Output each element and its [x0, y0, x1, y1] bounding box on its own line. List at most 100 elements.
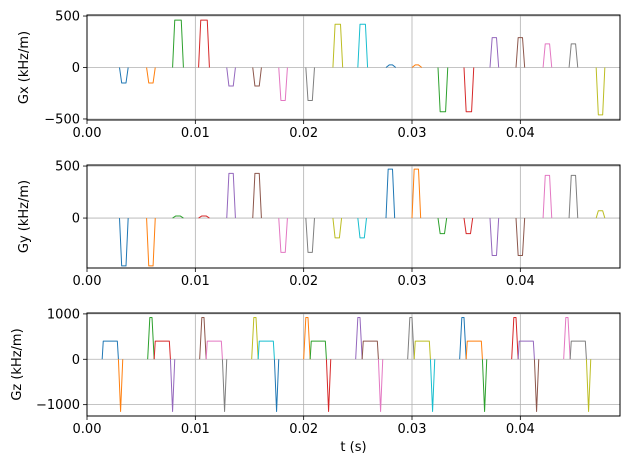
axes-frame	[86, 164, 621, 269]
x-tick-label: 0.04	[506, 274, 535, 289]
waveform-pulse-24	[511, 317, 519, 360]
waveform-pulse-17	[542, 174, 553, 219]
waveform-pulse-20	[429, 359, 436, 412]
x-tick-label: 0.01	[181, 422, 210, 437]
waveform-pulse-13	[309, 340, 327, 360]
y-axis-label: Gz (kHz/m)	[10, 328, 25, 400]
waveform-pulse-15	[489, 37, 500, 68]
waveform-pulse-2	[146, 67, 156, 84]
x-tick-label: 0.02	[289, 274, 318, 289]
waveform-pulse-16	[515, 218, 526, 257]
waveform-pulse-5	[169, 359, 176, 412]
waveform-pulse-19	[413, 340, 431, 360]
y-tick-label: 500	[55, 10, 80, 25]
waveform-pulse-12	[303, 317, 311, 360]
waveform-pulse-12	[411, 168, 422, 219]
waveform-pulse-14	[463, 217, 474, 235]
waveform-pulse-8	[305, 218, 315, 253]
waveform-pulse-16	[515, 37, 526, 68]
waveform-pulse-14	[463, 67, 475, 113]
y-tick-label: 0	[72, 353, 80, 368]
waveform-pulse-3	[172, 215, 184, 219]
x-tick-label: 0.02	[289, 126, 318, 141]
waveform-pulse-29	[585, 359, 592, 412]
waveform-pulse-12	[411, 64, 423, 68]
waveform-pulse-4	[198, 215, 210, 219]
waveform-pulse-1	[119, 218, 129, 267]
waveform-pulse-7	[278, 218, 288, 253]
waveform-pulse-26	[533, 359, 540, 412]
x-tick-label: 0.01	[181, 126, 210, 141]
y-tick-label: 500	[55, 160, 80, 175]
y-tick-label: −1000	[36, 398, 80, 413]
waveform-pulse-13	[437, 217, 448, 235]
waveform-pulse-8	[305, 67, 315, 101]
waveform-pulse-6	[252, 172, 262, 219]
x-tick-label: 0.01	[181, 274, 210, 289]
waveform-pulse-7	[205, 340, 223, 360]
x-tick-label: 0.03	[398, 422, 427, 437]
y-tick-label: −500	[44, 112, 80, 127]
x-tick-label: 0.02	[289, 422, 318, 437]
waveform-pulse-21	[459, 317, 467, 360]
waveform-pulse-10	[357, 23, 369, 68]
panel-3: 0.00 0.01 0.02 0.03 0.04 −1000 0 1000 Gz (kHz/m)…	[10, 307, 621, 455]
waveform-pulse-11	[273, 359, 280, 412]
waveform-pulse-13	[437, 67, 449, 113]
waveform-pulse-18	[568, 174, 579, 219]
waveform-pulse-1	[101, 340, 119, 360]
y-tick-label: 1000	[47, 307, 80, 322]
waveform-pulse-19	[595, 210, 606, 219]
x-tick-label: 0.04	[506, 422, 535, 437]
waveform-pulse-15	[489, 218, 500, 257]
waveform-pulse-25	[517, 340, 535, 360]
waveform-pulse-9	[251, 317, 259, 360]
y-tick-label: 0	[72, 212, 80, 227]
waveform-pulse-4	[153, 340, 171, 360]
waveform-pulse-22	[465, 340, 483, 360]
waveform-pulse-11	[385, 64, 397, 68]
panel-1: 0.00 0.01 0.02 0.03 0.04 −500 0 500 Gx (kHz/m)	[17, 10, 621, 141]
waveform-pulse-8	[221, 359, 228, 412]
x-tick-label: 0.03	[398, 126, 427, 141]
waveform-pulse-17	[542, 43, 553, 68]
waveform-pulse-3	[147, 317, 155, 360]
waveform-pulse-19	[595, 67, 606, 116]
waveform-pulse-2	[117, 359, 124, 412]
y-tick-label: 0	[72, 61, 80, 76]
waveform-pulse-5	[226, 172, 236, 219]
axes-frame	[86, 312, 621, 417]
waveform-pulse-2	[146, 218, 156, 267]
x-axis-label: t (s)	[340, 440, 366, 455]
waveform-pulse-5	[226, 67, 236, 87]
x-tick-label: 0.03	[398, 274, 427, 289]
waveform-pulse-28	[569, 340, 587, 360]
y-axis-label: Gy (kHz/m)	[17, 180, 32, 253]
waveform-pulse-15	[355, 317, 363, 360]
waveform-pulse-7	[278, 67, 288, 101]
waveform-pulse-16	[361, 340, 379, 360]
y-axis-label: Gx (kHz/m)	[17, 31, 32, 104]
waveform-pulse-17	[377, 359, 384, 412]
panel-2: 0.00 0.01 0.02 0.03 0.04 0 500 Gy (kHz/m)	[17, 160, 621, 289]
waveform-pulse-6	[199, 317, 207, 360]
waveform-pulse-18	[407, 317, 415, 360]
x-tick-label: 0.04	[506, 126, 535, 141]
waveform-pulse-11	[385, 168, 396, 219]
waveform-pulse-10	[357, 218, 367, 239]
x-tick-label: 0.00	[73, 274, 102, 289]
waveform-pulse-9	[332, 23, 344, 68]
waveform-pulse-1	[119, 67, 129, 84]
waveform-pulse-27	[563, 317, 571, 360]
waveform-pulse-4	[198, 19, 210, 68]
waveform-pulse-10	[257, 340, 275, 360]
waveform-pulse-3	[172, 19, 184, 68]
waveform-pulse-9	[332, 218, 343, 239]
waveform-pulse-6	[252, 67, 262, 87]
waveform-pulse-18	[568, 43, 579, 68]
x-tick-label: 0.00	[73, 422, 102, 437]
waveform-pulse-23	[481, 359, 488, 412]
waveform-pulse-14	[325, 359, 332, 412]
x-tick-label: 0.00	[73, 126, 102, 141]
